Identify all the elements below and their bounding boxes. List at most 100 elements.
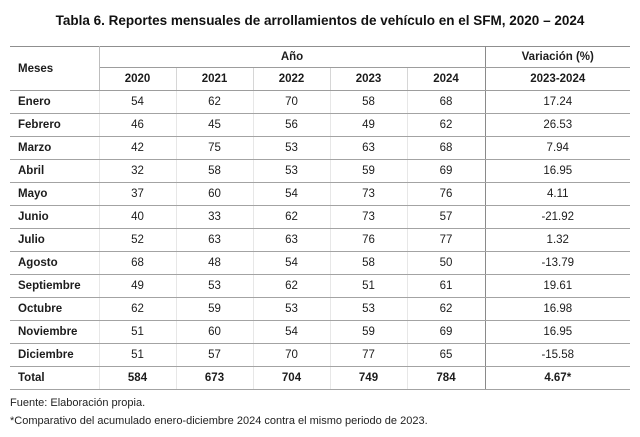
col-header-2022: 2022	[253, 67, 331, 91]
value-cell: 57	[407, 205, 486, 229]
value-cell: 62	[99, 297, 177, 321]
table-row: Abril 32 58 53 59 69 16.95	[10, 159, 630, 183]
value-cell: 59	[330, 159, 408, 183]
table-row: Febrero 46 45 56 49 62 26.53	[10, 113, 630, 137]
value-cell: 60	[176, 320, 254, 344]
variation-cell: 4.11	[485, 182, 630, 206]
value-cell: 76	[330, 228, 408, 252]
value-cell: 62	[407, 297, 486, 321]
variation-cell: 4.67*	[485, 366, 630, 390]
table-row: Marzo 42 75 53 63 68 7.94	[10, 136, 630, 160]
value-cell: 40	[99, 205, 177, 229]
month-cell: Abril	[10, 159, 100, 183]
header-group-row: Meses Año Variación (%)	[10, 46, 630, 91]
month-cell: Total	[10, 366, 100, 390]
col-header-variacion: Variación (%)	[485, 46, 630, 68]
value-cell: 62	[253, 274, 331, 298]
col-header-2020: 2020	[99, 67, 177, 91]
variation-cell: 1.32	[485, 228, 630, 252]
monthly-reports-table: Meses Año Variación (%) 2020 2021 2022 2…	[10, 46, 630, 390]
table-title: Tabla 6. Reportes mensuales de arrollami…	[55, 13, 585, 28]
value-cell: 69	[407, 320, 486, 344]
value-cell: 37	[99, 182, 177, 206]
value-cell: 42	[99, 136, 177, 160]
value-cell: 784	[407, 366, 486, 390]
value-cell: 62	[253, 205, 331, 229]
value-cell: 69	[407, 159, 486, 183]
value-cell: 68	[99, 251, 177, 275]
value-cell: 33	[176, 205, 254, 229]
value-cell: 53	[253, 136, 331, 160]
value-cell: 53	[330, 297, 408, 321]
value-cell: 54	[99, 90, 177, 114]
value-cell: 53	[253, 159, 331, 183]
value-cell: 63	[253, 228, 331, 252]
value-cell: 58	[176, 159, 254, 183]
value-cell: 57	[176, 343, 254, 367]
value-cell: 76	[407, 182, 486, 206]
value-cell: 56	[253, 113, 331, 137]
variation-cell: 7.94	[485, 136, 630, 160]
month-cell: Junio	[10, 205, 100, 229]
value-cell: 704	[253, 366, 331, 390]
col-header-2024: 2024	[407, 67, 486, 91]
value-cell: 62	[407, 113, 486, 137]
col-header-2021: 2021	[176, 67, 254, 91]
value-cell: 73	[330, 205, 408, 229]
table-body: Enero 54 62 70 58 68 17.24 Febrero 46 45 56 49 62 26.…	[10, 90, 630, 390]
value-cell: 63	[176, 228, 254, 252]
table-row: Julio 52 63 63 76 77 1.32	[10, 228, 630, 252]
month-cell: Septiembre	[10, 274, 100, 298]
variation-cell: -15.58	[485, 343, 630, 367]
variation-cell: 16.98	[485, 297, 630, 321]
table-row: Mayo 37 60 54 73 76 4.11	[10, 182, 630, 206]
value-cell: 70	[253, 90, 331, 114]
value-cell: 52	[99, 228, 177, 252]
variation-cell: -13.79	[485, 251, 630, 275]
variation-cell: -21.92	[485, 205, 630, 229]
value-cell: 673	[176, 366, 254, 390]
value-cell: 54	[253, 320, 331, 344]
value-cell: 59	[330, 320, 408, 344]
value-cell: 48	[176, 251, 254, 275]
value-cell: 60	[176, 182, 254, 206]
table-row: Junio 40 33 62 73 57 -21.92	[10, 205, 630, 229]
variation-cell: 16.95	[485, 159, 630, 183]
value-cell: 749	[330, 366, 408, 390]
col-header-2023: 2023	[330, 67, 408, 91]
value-cell: 63	[330, 136, 408, 160]
header-years-row: 2020 2021 2022 2023 2024 2023-2024	[10, 67, 630, 91]
value-cell: 49	[99, 274, 177, 298]
table-row: Diciembre 51 57 70 77 65 -15.58	[10, 343, 630, 367]
value-cell: 73	[330, 182, 408, 206]
value-cell: 77	[330, 343, 408, 367]
col-header-ano: Año	[99, 46, 486, 68]
value-cell: 68	[407, 90, 486, 114]
month-cell: Noviembre	[10, 320, 100, 344]
value-cell: 54	[253, 182, 331, 206]
value-cell: 58	[330, 251, 408, 275]
table-row: Enero 54 62 70 58 68 17.24	[10, 90, 630, 114]
table-row: Agosto 68 48 54 58 50 -13.79	[10, 251, 630, 275]
value-cell: 51	[330, 274, 408, 298]
value-cell: 65	[407, 343, 486, 367]
value-cell: 49	[330, 113, 408, 137]
col-header-variacion-range: 2023-2024	[485, 67, 630, 91]
variation-cell: 17.24	[485, 90, 630, 114]
comparative-note: *Comparativo del acumulado enero-diciemb…	[10, 414, 428, 427]
value-cell: 54	[253, 251, 331, 275]
value-cell: 59	[176, 297, 254, 321]
value-cell: 53	[253, 297, 331, 321]
value-cell: 58	[330, 90, 408, 114]
table-row: Octubre 62 59 53 53 62 16.98	[10, 297, 630, 321]
value-cell: 61	[407, 274, 486, 298]
month-cell: Enero	[10, 90, 100, 114]
table-header: Meses Año Variación (%) 2020 2021 2022 2…	[10, 46, 630, 91]
month-cell: Agosto	[10, 251, 100, 275]
col-header-meses: Meses	[10, 46, 100, 91]
table-footnotes: Fuente: Elaboración propia. *Comparativo…	[10, 395, 630, 430]
month-cell: Diciembre	[10, 343, 100, 367]
month-cell: Marzo	[10, 136, 100, 160]
table-row: Septiembre 49 53 62 51 61 19.61	[10, 274, 630, 298]
